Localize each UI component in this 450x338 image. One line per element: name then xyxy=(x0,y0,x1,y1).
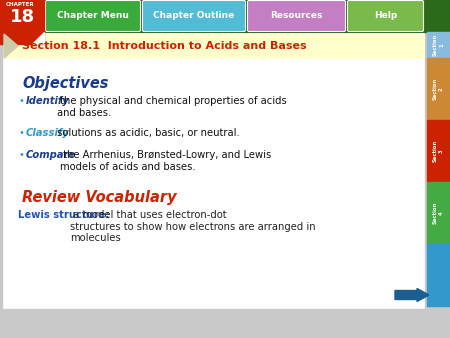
Bar xyxy=(0,0,44,44)
Text: the Arrhenius, Brønsted-Lowry, and Lewis
models of acids and bases.: the Arrhenius, Brønsted-Lowry, and Lewis… xyxy=(60,150,271,172)
Text: a model that uses electron-dot
structures to show how electrons are arranged in
: a model that uses electron-dot structure… xyxy=(70,210,315,243)
Text: Section
3: Section 3 xyxy=(433,140,444,162)
FancyArrow shape xyxy=(395,289,429,301)
Text: Section
4: Section 4 xyxy=(433,202,444,224)
Text: Identify: Identify xyxy=(26,96,70,106)
Text: CHAPTER: CHAPTER xyxy=(6,2,35,7)
FancyBboxPatch shape xyxy=(248,0,346,31)
Text: Resources: Resources xyxy=(270,11,323,21)
Bar xyxy=(427,58,450,120)
Bar xyxy=(427,32,450,58)
Text: Section
1: Section 1 xyxy=(433,34,444,56)
Text: the physical and chemical properties of acids
and bases.: the physical and chemical properties of … xyxy=(57,96,287,118)
Text: Chapter Outline: Chapter Outline xyxy=(153,11,234,21)
Text: Classify: Classify xyxy=(26,128,70,138)
FancyBboxPatch shape xyxy=(143,0,246,31)
Polygon shape xyxy=(32,32,44,44)
Bar xyxy=(427,182,450,244)
Text: 18: 18 xyxy=(10,8,35,26)
Text: Compare: Compare xyxy=(26,150,76,160)
Text: •: • xyxy=(18,150,24,160)
Text: Chapter Menu: Chapter Menu xyxy=(57,11,129,21)
Bar xyxy=(4,34,424,58)
Text: Review Vocabulary: Review Vocabulary xyxy=(22,190,176,205)
FancyBboxPatch shape xyxy=(347,0,423,31)
FancyBboxPatch shape xyxy=(45,0,140,31)
Text: Lewis structure:: Lewis structure: xyxy=(18,210,110,220)
Text: Help: Help xyxy=(374,11,397,21)
Bar xyxy=(0,0,450,32)
Bar xyxy=(427,120,450,182)
Text: Objectives: Objectives xyxy=(22,76,108,91)
Bar xyxy=(427,244,450,306)
Text: •: • xyxy=(18,96,24,106)
Polygon shape xyxy=(4,34,18,58)
Text: •: • xyxy=(18,128,24,138)
Text: Section 18.1  Introduction to Acids and Bases: Section 18.1 Introduction to Acids and B… xyxy=(22,41,306,51)
Text: solutions as acidic, basic, or neutral.: solutions as acidic, basic, or neutral. xyxy=(54,128,240,138)
Bar xyxy=(4,34,424,308)
Text: Section
2: Section 2 xyxy=(433,78,444,100)
